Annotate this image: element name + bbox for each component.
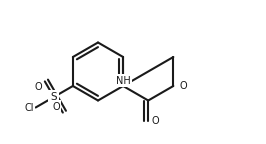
Text: Cl: Cl [24,103,34,112]
Text: S: S [51,92,57,102]
Text: O: O [34,82,42,92]
Text: NH: NH [116,75,131,86]
Text: O: O [52,102,60,112]
Text: O: O [179,81,187,91]
Text: O: O [151,115,159,126]
